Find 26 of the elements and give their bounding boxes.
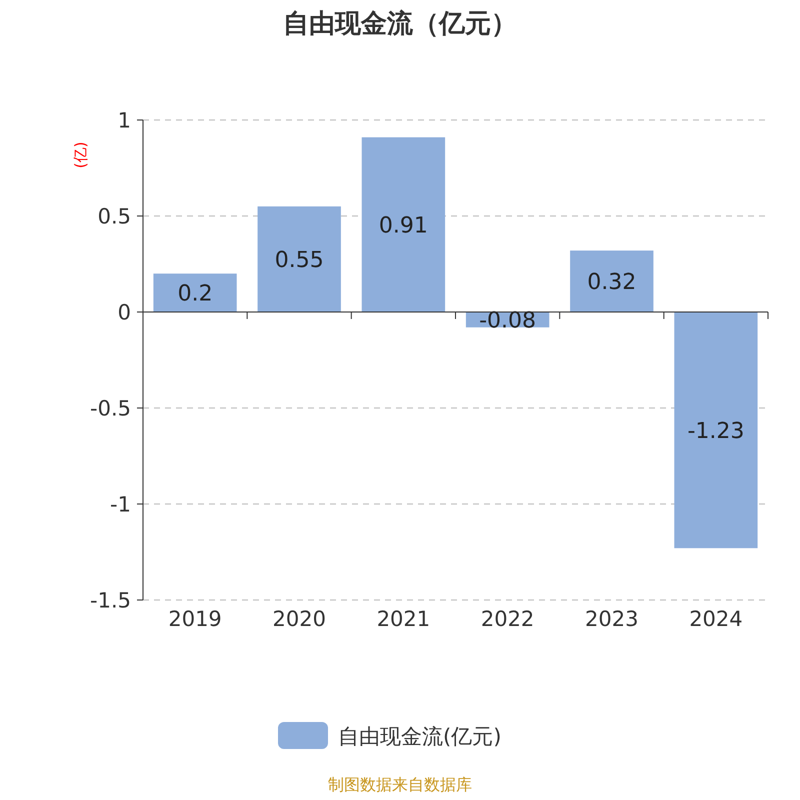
x-tick-label: 2020	[272, 607, 326, 631]
data-label: 0.91	[378, 213, 428, 238]
y-tick-label: -0.5	[90, 396, 131, 420]
bar	[570, 250, 654, 312]
data-label: -1.23	[687, 418, 744, 444]
y-tick-label: 1	[118, 108, 131, 132]
x-tick-label: 2021	[376, 607, 430, 631]
y-tick-label: 0.5	[98, 204, 131, 228]
y-axis-title: (亿)	[71, 142, 90, 168]
legend-label: 自由现金流(亿元)	[338, 724, 502, 748]
bar	[153, 274, 237, 312]
text: 制图数据来自数据库	[328, 775, 472, 794]
y-tick-label: 0	[118, 300, 131, 324]
data-label: 0.2	[178, 282, 213, 306]
y-tick-label: -1	[110, 492, 131, 516]
chart-title: 自由现金流（亿元）	[283, 9, 517, 39]
data-label: 0.55	[274, 248, 324, 273]
y-tick-label: -1.5	[90, 588, 131, 612]
bar	[674, 312, 758, 548]
x-tick-label: 2023	[585, 607, 638, 631]
x-tick-label: 2019	[168, 607, 222, 631]
x-tick-label: 2022	[480, 607, 534, 631]
bar	[362, 137, 446, 312]
bar	[258, 206, 341, 312]
data-label: 0.32	[587, 270, 636, 295]
x-tick-label: 2024	[689, 607, 743, 631]
